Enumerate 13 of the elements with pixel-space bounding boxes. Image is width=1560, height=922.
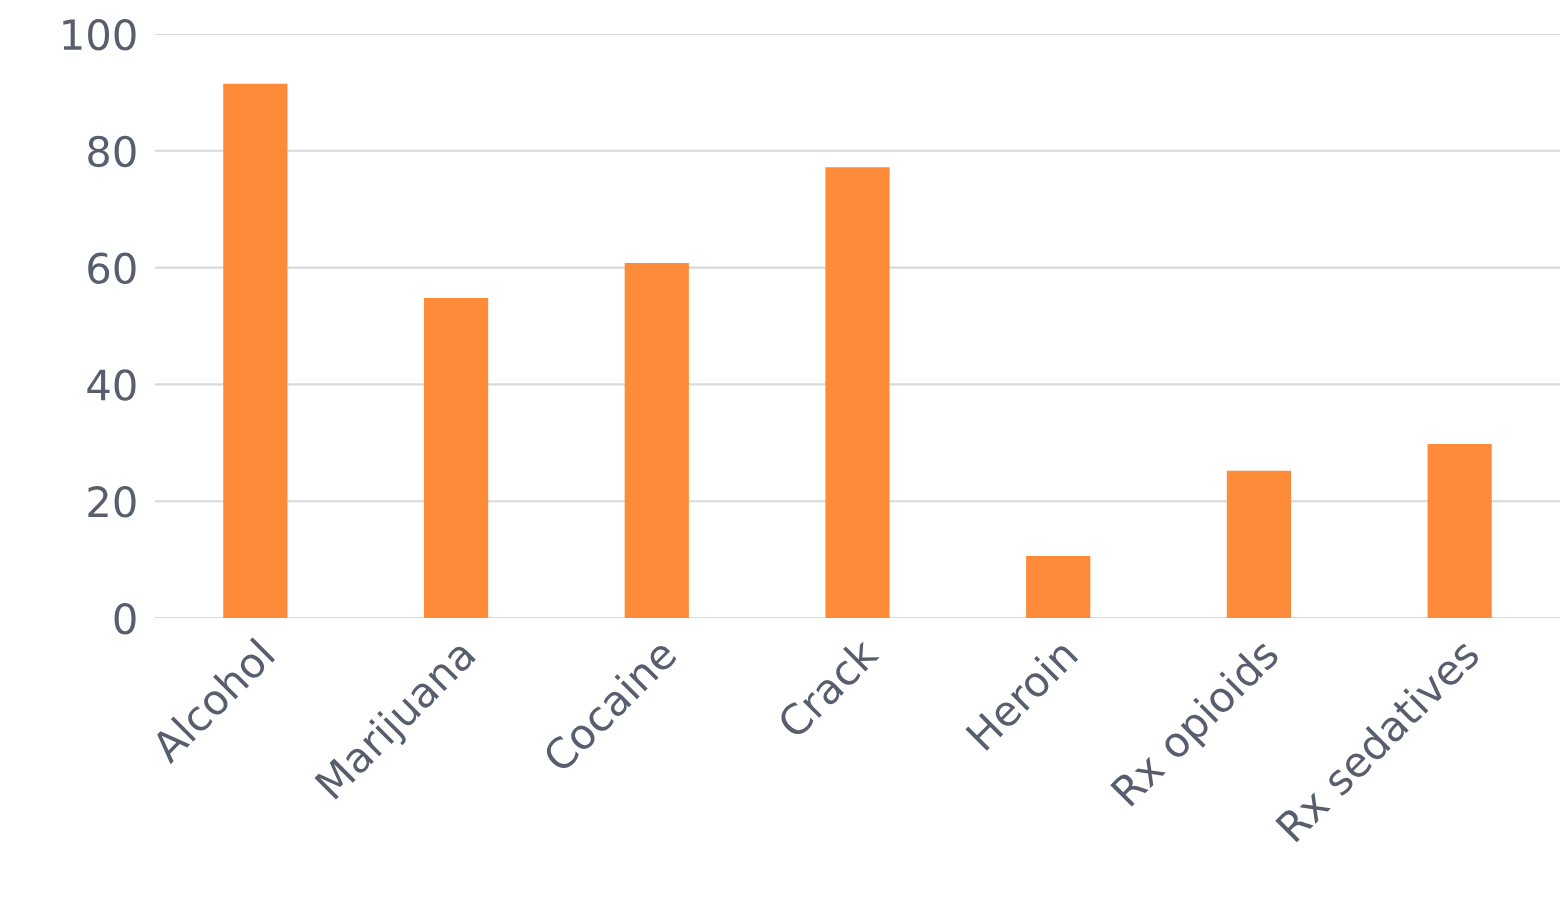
bar (624, 262, 689, 618)
bar (1226, 470, 1292, 618)
bar (825, 167, 890, 618)
y-tick-label: 0 (114, 602, 136, 635)
y-tick-label: 100 (63, 18, 136, 51)
bar (1427, 443, 1492, 618)
y-tick-label: 60 (88, 252, 136, 285)
y-tick-label: 80 (88, 135, 136, 168)
y-tick-label: 40 (87, 369, 136, 401)
y-tick-label: 20 (88, 486, 136, 518)
bar (223, 83, 288, 618)
bar (1026, 556, 1091, 618)
bar (423, 297, 489, 618)
